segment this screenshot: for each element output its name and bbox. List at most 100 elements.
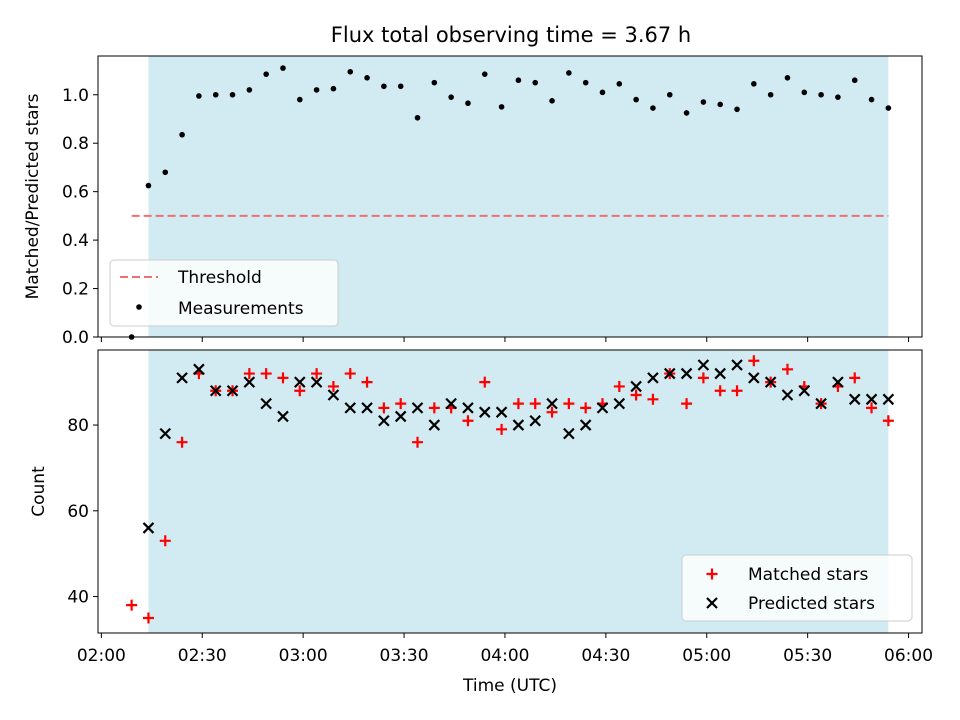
- matched-star-point: [462, 415, 474, 427]
- predicted-star-point: [226, 384, 239, 397]
- predicted-star-point: [848, 393, 861, 406]
- predicted-star-point: [596, 402, 609, 414]
- y-tick-label: 80: [67, 416, 89, 436]
- measurement-point: [364, 75, 370, 81]
- predicted-star-point: [260, 397, 272, 410]
- matched-star-point: [126, 599, 138, 611]
- predicted-star-point: [394, 410, 407, 423]
- predicted-star-point: [882, 393, 895, 406]
- predicted-star-point: [781, 389, 794, 401]
- matched-star-point: [479, 376, 491, 388]
- bottom-panel: 40 60 80 02:00 02:30 03:00 03:30 04:00 04:30 05:…: [29, 349, 933, 696]
- measurement-point: [196, 93, 202, 99]
- matched-star-point: [294, 385, 306, 397]
- predicted-star-point: [495, 406, 508, 418]
- measurement-point: [566, 70, 572, 76]
- predicted-star-point: [344, 402, 357, 414]
- predicted-star-point: [277, 410, 289, 423]
- matched-star-point: [378, 402, 390, 414]
- bottom-x-axis: 02:00 02:30 03:00 03:30 04:00 04:30 05:00 05:30…: [77, 633, 933, 666]
- predicted-star-point: [832, 376, 844, 388]
- legend-matched-swatch: [706, 568, 718, 580]
- measurement-point: [666, 91, 673, 98]
- predicted-star-point: [445, 397, 457, 410]
- matched-star-point: [412, 436, 424, 448]
- predicted-star-point: [630, 380, 642, 393]
- measurements-series: [128, 65, 892, 340]
- predicted-star-point: [815, 397, 827, 410]
- top-x-axis: [100, 337, 910, 342]
- x-tick-label: 03:00: [279, 646, 328, 666]
- matched-star-point: [681, 398, 693, 410]
- measurement-point: [481, 71, 488, 77]
- predicted-star-point: [361, 402, 373, 414]
- matched-star-point: [344, 368, 356, 380]
- measurement-point: [246, 87, 253, 93]
- matched-star-point: [176, 436, 188, 448]
- predicted-star-point: [613, 397, 626, 410]
- y-tick-label: 60: [67, 502, 89, 522]
- measurement-point: [751, 81, 757, 87]
- measurement-point: [414, 114, 421, 121]
- x-tick-label: 02:00: [77, 646, 126, 666]
- bottom-axes-frame: [97, 349, 923, 634]
- predicted-star-point: [529, 414, 542, 427]
- legend-threshold-label: Threshold: [177, 268, 262, 288]
- measurement-point: [179, 131, 185, 138]
- legend-measurements-swatch: [136, 304, 142, 310]
- measurement-point: [229, 91, 236, 98]
- matched-star-point: [781, 363, 793, 375]
- predicted-star-point: [731, 359, 743, 371]
- measurement-point: [465, 100, 471, 107]
- legend-measurements-label: Measurements: [178, 299, 304, 319]
- x-tick-label: 04:00: [480, 646, 529, 666]
- top-axes-frame: [97, 55, 923, 338]
- measurement-point: [347, 68, 354, 75]
- matched-stars-series: [126, 355, 894, 624]
- predicted-star-point: [579, 419, 592, 431]
- predicted-star-point: [193, 363, 205, 376]
- predicted-star-point: [512, 419, 525, 431]
- matched-star-point: [563, 398, 575, 410]
- legend-frame: [109, 259, 339, 327]
- x-tick-label: 03:30: [380, 646, 429, 666]
- measurement-point: [818, 91, 824, 98]
- measurement-point: [280, 65, 286, 71]
- predicted-star-point: [865, 393, 878, 406]
- top-panel: 0.0 0.2 0.4 0.6 0.8 1.0 Matched/Predicted sta…: [23, 55, 923, 348]
- predicted-star-point: [176, 372, 188, 384]
- legend-predicted-label: Predicted stars: [748, 594, 875, 614]
- matched-star-point: [277, 372, 289, 384]
- top-y-axis-label: Matched/Predicted stars: [23, 93, 43, 299]
- measurement-point: [835, 94, 841, 100]
- measurement-point: [868, 96, 875, 103]
- matched-star-point: [714, 385, 726, 397]
- y-tick-label: 0.0: [62, 328, 89, 348]
- measurement-point: [650, 105, 656, 111]
- measurement-point: [700, 99, 707, 105]
- bottom-y-axis-label: Count: [29, 466, 49, 517]
- measurement-point: [145, 182, 152, 189]
- x-tick-label: 04:30: [581, 646, 630, 666]
- predicted-star-point: [764, 376, 777, 388]
- measurement-point: [885, 105, 892, 111]
- predicted-star-point: [798, 384, 811, 397]
- measurement-point: [851, 77, 858, 84]
- measurement-point: [448, 94, 454, 100]
- x-tick-label: 06:00: [884, 646, 933, 666]
- measurement-point: [431, 79, 438, 86]
- y-tick-label: 0.4: [62, 231, 89, 251]
- measurement-point: [784, 75, 791, 81]
- legend-predicted-swatch: [706, 597, 718, 609]
- matched-star-point: [731, 385, 743, 397]
- y-tick-label: 40: [67, 588, 89, 608]
- predicted-star-point: [411, 402, 424, 414]
- measurement-point: [599, 89, 606, 96]
- measurement-point: [582, 79, 589, 86]
- y-tick-label: 0.8: [62, 134, 89, 154]
- top-legend: Threshold Measurements: [109, 259, 339, 327]
- predicted-star-point: [714, 367, 726, 380]
- predicted-star-point: [462, 402, 474, 414]
- y-tick-label: 0.2: [62, 280, 89, 300]
